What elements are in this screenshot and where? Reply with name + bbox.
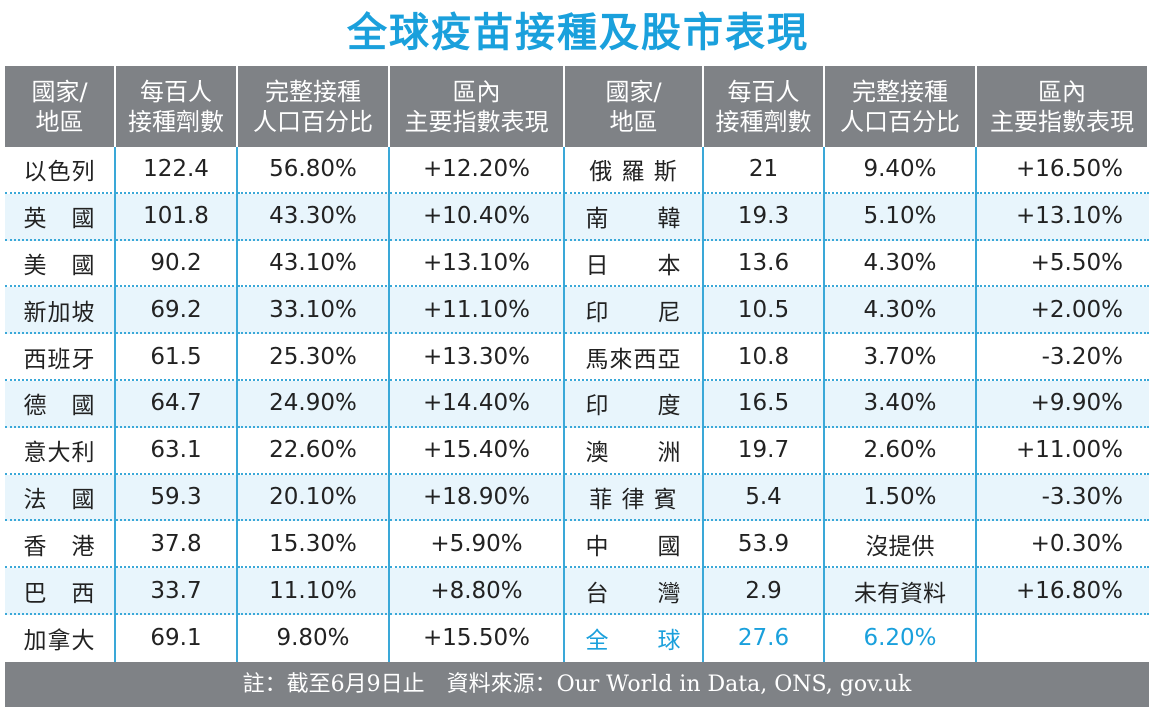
table-footnote: 註：截至6月9日止 資料來源：Our World in Data, ONS, g… bbox=[5, 662, 1149, 707]
doses-cell: 122.4 bbox=[116, 147, 238, 194]
country-cell: 西班牙 bbox=[5, 334, 116, 381]
doses-cell: 61.5 bbox=[116, 334, 238, 381]
index-perf-cell: +12.20% bbox=[390, 147, 565, 194]
vaccine-stock-table: 國家/ 地區 每百人 接種劑數 完整接種 人口百分比 區內 主要指數表現 國家/ 地區每… bbox=[5, 66, 1149, 662]
doses-cell: 2.9 bbox=[704, 568, 825, 615]
column-header: 國家/ 地區 bbox=[565, 66, 704, 147]
vaccinated-pct-cell: 1.50% bbox=[825, 474, 977, 522]
vaccinated-pct-cell: 9.80% bbox=[238, 614, 390, 662]
country-cell: 菲 律 賓 bbox=[565, 474, 704, 522]
country-cell: 美 國 bbox=[5, 240, 116, 288]
country-cell: 香 港 bbox=[5, 521, 116, 569]
doses-cell: 101.8 bbox=[116, 193, 238, 241]
vaccinated-pct-cell: 24.90% bbox=[238, 380, 390, 428]
doses-cell: 37.8 bbox=[116, 521, 238, 569]
vaccinated-pct-cell: 22.60% bbox=[238, 427, 390, 475]
index-perf-cell: +9.90% bbox=[977, 380, 1149, 428]
doses-cell: 64.7 bbox=[116, 380, 238, 428]
chart-title: 全球疫苗接種及股市表現 bbox=[347, 10, 809, 56]
doses-cell: 33.7 bbox=[116, 568, 238, 615]
doses-cell: 90.2 bbox=[116, 240, 238, 288]
vaccinated-pct-cell: 3.40% bbox=[825, 380, 977, 428]
vaccinated-pct-cell: 4.30% bbox=[825, 287, 977, 335]
index-perf-cell: -3.30% bbox=[977, 474, 1149, 522]
country-cell: 意大利 bbox=[5, 427, 116, 475]
doses-cell: 69.2 bbox=[116, 287, 238, 335]
doses-cell: 16.5 bbox=[704, 380, 825, 428]
doses-cell: 69.1 bbox=[116, 614, 238, 662]
vaccinated-pct-cell: 20.10% bbox=[238, 474, 390, 522]
country-cell: 馬來西亞 bbox=[565, 334, 704, 381]
doses-cell: 63.1 bbox=[116, 427, 238, 475]
index-perf-cell: +10.40% bbox=[390, 193, 565, 241]
vaccinated-pct-cell: 33.10% bbox=[238, 287, 390, 335]
doses-cell: 59.3 bbox=[116, 474, 238, 522]
doses-cell: 5.4 bbox=[704, 474, 825, 522]
country-cell: 南 韓 bbox=[565, 193, 704, 241]
country-cell: 法 國 bbox=[5, 474, 116, 522]
column-header: 每百人 接種劑數 bbox=[704, 66, 825, 147]
index-perf-cell: +11.10% bbox=[390, 287, 565, 335]
vaccinated-pct-cell: 6.20% bbox=[825, 614, 977, 662]
country-cell: 印 度 bbox=[565, 380, 704, 428]
index-perf-cell: +13.10% bbox=[977, 193, 1149, 241]
country-cell: 台 灣 bbox=[565, 568, 704, 615]
index-perf-cell: +13.10% bbox=[390, 240, 565, 288]
country-cell: 俄 羅 斯 bbox=[565, 147, 704, 194]
doses-cell: 19.3 bbox=[704, 193, 825, 241]
country-cell: 印 尼 bbox=[565, 287, 704, 335]
index-perf-cell: +18.90% bbox=[390, 474, 565, 522]
vaccinated-pct-cell: 沒提供 bbox=[825, 521, 977, 569]
index-perf-cell: +0.30% bbox=[977, 521, 1149, 569]
vaccinated-pct-cell: 15.30% bbox=[238, 521, 390, 569]
index-perf-cell bbox=[977, 614, 1149, 662]
vaccinated-pct-cell: 未有資料 bbox=[825, 568, 977, 615]
index-perf-cell: +5.50% bbox=[977, 241, 1149, 288]
index-perf-cell: -3.20% bbox=[977, 334, 1149, 381]
index-perf-cell: +15.50% bbox=[390, 614, 565, 662]
vaccinated-pct-cell: 5.10% bbox=[825, 193, 977, 241]
doses-cell: 19.7 bbox=[704, 427, 825, 475]
country-cell: 新加坡 bbox=[5, 287, 116, 335]
doses-cell: 27.6 bbox=[704, 614, 825, 662]
index-perf-cell: +13.30% bbox=[390, 334, 565, 381]
index-perf-cell: +11.00% bbox=[977, 428, 1149, 475]
vaccinated-pct-cell: 25.30% bbox=[238, 334, 390, 381]
index-perf-cell: +8.80% bbox=[390, 568, 565, 615]
vaccinated-pct-cell: 43.30% bbox=[238, 193, 390, 241]
country-cell: 全 球 bbox=[565, 614, 704, 662]
doses-cell: 53.9 bbox=[704, 521, 825, 569]
doses-cell: 13.6 bbox=[704, 240, 825, 288]
index-perf-cell: +5.90% bbox=[390, 521, 565, 569]
column-header: 每百人 接種劑數 bbox=[116, 66, 238, 147]
doses-cell: 10.8 bbox=[704, 334, 825, 381]
index-perf-cell: +14.40% bbox=[390, 380, 565, 428]
vaccinated-pct-cell: 11.10% bbox=[238, 568, 390, 615]
vaccinated-pct-cell: 4.30% bbox=[825, 240, 977, 288]
country-cell: 以色列 bbox=[5, 147, 116, 194]
country-cell: 加拿大 bbox=[5, 614, 116, 662]
vaccinated-pct-cell: 56.80% bbox=[238, 147, 390, 194]
country-cell: 中 國 bbox=[565, 521, 704, 569]
vaccinated-pct-cell: 9.40% bbox=[825, 147, 977, 194]
vaccinated-pct-cell: 43.10% bbox=[238, 240, 390, 288]
column-header: 完整接種 人口百分比 bbox=[825, 66, 977, 147]
index-perf-cell: +15.40% bbox=[390, 427, 565, 475]
country-cell: 巴 西 bbox=[5, 568, 116, 615]
country-cell: 德 國 bbox=[5, 380, 116, 428]
index-perf-cell: +16.50% bbox=[977, 147, 1149, 194]
column-header: 區內 主要指數表現 bbox=[390, 66, 565, 147]
doses-cell: 10.5 bbox=[704, 287, 825, 335]
country-cell: 日 本 bbox=[565, 240, 704, 288]
vaccinated-pct-cell: 2.60% bbox=[825, 427, 977, 475]
doses-cell: 21 bbox=[704, 147, 825, 194]
country-cell: 澳 洲 bbox=[565, 427, 704, 475]
column-header: 區內 主要指數表現 bbox=[977, 66, 1149, 147]
vaccinated-pct-cell: 3.70% bbox=[825, 334, 977, 381]
country-cell: 英 國 bbox=[5, 193, 116, 241]
column-header: 國家/ 地區 bbox=[5, 66, 116, 147]
index-perf-cell: +16.80% bbox=[977, 568, 1149, 615]
column-header: 完整接種 人口百分比 bbox=[238, 66, 390, 147]
index-perf-cell: +2.00% bbox=[977, 287, 1149, 335]
